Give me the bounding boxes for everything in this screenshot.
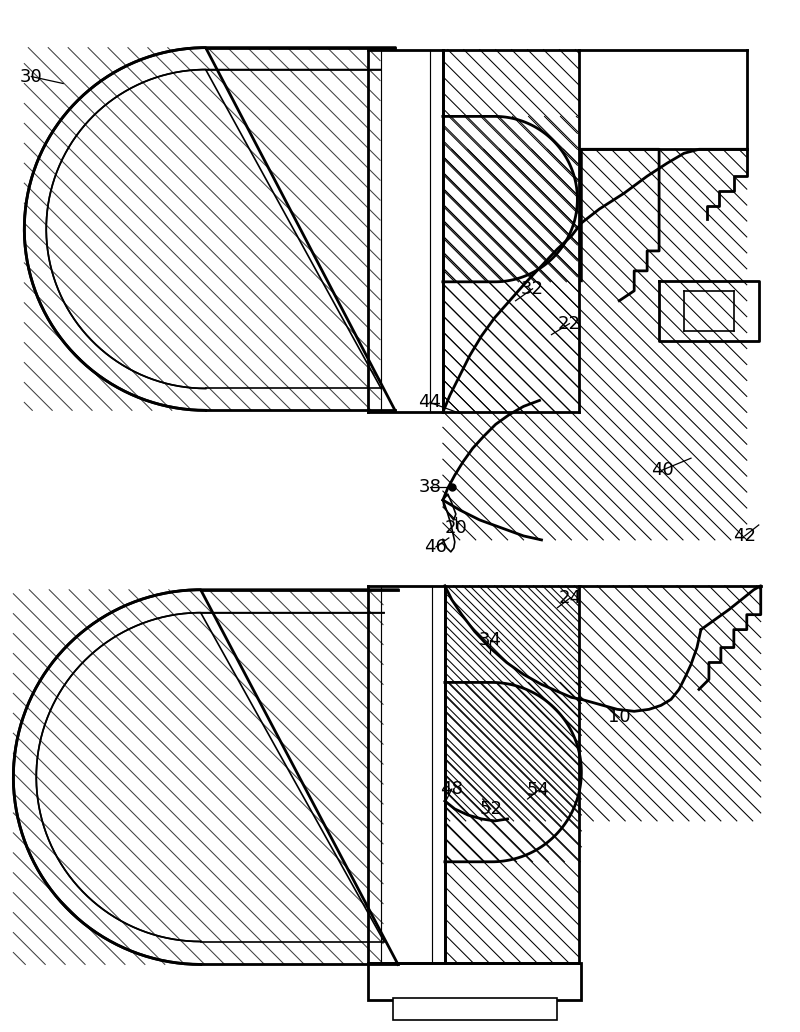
Text: 42: 42	[734, 527, 756, 545]
Text: 30: 30	[20, 67, 42, 86]
Text: 54: 54	[527, 781, 550, 799]
Text: 46: 46	[425, 538, 447, 556]
Bar	[393, 998, 558, 1021]
Text: 24: 24	[559, 588, 582, 607]
Text: 38: 38	[418, 478, 442, 496]
Text: 22: 22	[558, 315, 581, 332]
Text: 34: 34	[478, 631, 501, 648]
Text: 10: 10	[608, 708, 630, 727]
Bar	[368, 964, 582, 1000]
Text: 44: 44	[418, 393, 442, 412]
Text: 20: 20	[445, 519, 467, 537]
Text: 48: 48	[440, 780, 463, 798]
Text: 52: 52	[479, 800, 502, 818]
Text: 40: 40	[650, 461, 674, 479]
Text: 32: 32	[521, 280, 544, 298]
